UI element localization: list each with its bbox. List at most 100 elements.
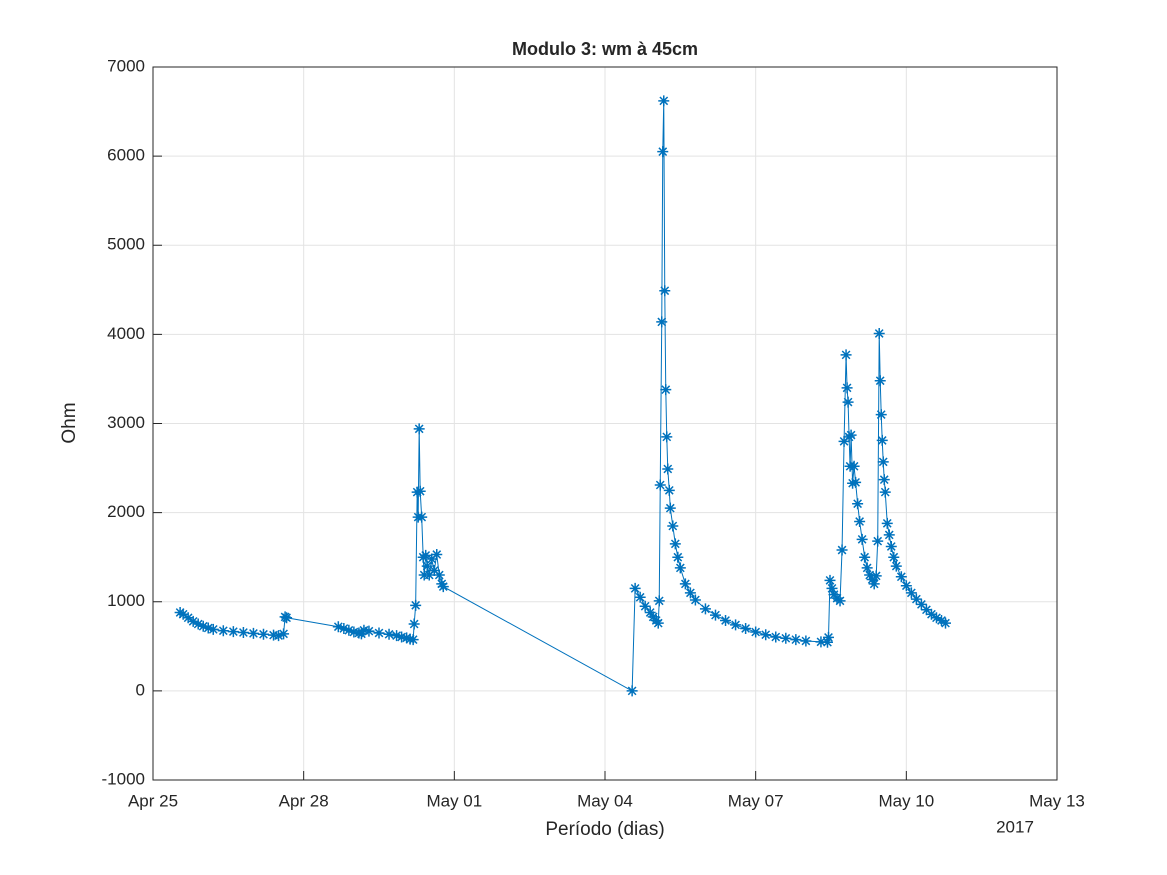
data-point: [864, 569, 876, 581]
data-point: [634, 591, 646, 603]
data-point: [421, 560, 433, 572]
data-point: [332, 621, 344, 633]
x-secondary-label: 2017: [996, 817, 1034, 836]
data-point: [658, 95, 670, 107]
data-point: [875, 409, 887, 421]
data-point: [401, 632, 413, 644]
data-point: [720, 614, 732, 626]
data-point: [391, 630, 403, 642]
data-point: [836, 544, 848, 556]
data-point: [854, 516, 866, 528]
data-point: [859, 551, 871, 563]
data-point: [847, 477, 859, 489]
data-point: [848, 460, 860, 472]
data-point: [197, 620, 209, 632]
data-point: [338, 622, 350, 634]
data-point: [856, 533, 868, 545]
data-point: [888, 551, 900, 563]
data-point: [780, 632, 792, 644]
y-tick-label: 1000: [107, 591, 145, 610]
data-point: [890, 560, 902, 572]
data-point: [436, 578, 448, 590]
chart-title: Modulo 3: wm à 45cm: [512, 39, 698, 59]
data-point: [824, 574, 836, 586]
data-point: [876, 434, 888, 446]
data-point: [408, 618, 420, 630]
data-point: [850, 476, 862, 488]
data-point: [852, 498, 864, 510]
data-point: [770, 631, 782, 643]
y-axis-label: Ohm: [59, 402, 80, 443]
data-point: [861, 562, 873, 574]
x-tick-label: May 10: [878, 791, 934, 810]
data-point: [257, 628, 269, 640]
data-point: [822, 631, 834, 643]
data-point: [187, 615, 199, 627]
data-point: [841, 382, 853, 394]
y-tick-label: 7000: [107, 56, 145, 75]
data-point: [353, 627, 365, 639]
data-point: [821, 636, 833, 648]
data-point: [663, 484, 675, 496]
data-point: [905, 587, 917, 599]
data-point: [358, 624, 370, 636]
data-point: [877, 456, 889, 468]
data-point: [411, 486, 423, 498]
y-tick-label: 6000: [107, 146, 145, 165]
data-point: [653, 595, 665, 607]
data-point: [815, 636, 827, 648]
data-point: [895, 571, 907, 583]
data-point: [672, 551, 684, 563]
data-point: [885, 540, 897, 552]
data-point: [900, 580, 912, 592]
y-tick-label: 4000: [107, 324, 145, 343]
data-point: [626, 685, 638, 697]
data-point: [689, 594, 701, 606]
data-point: [437, 581, 449, 593]
data-point: [420, 549, 432, 561]
data-point: [217, 625, 229, 637]
data-point: [660, 384, 672, 396]
data-point: [348, 626, 360, 638]
data-point: [790, 634, 802, 646]
data-point: [202, 622, 214, 634]
data-point: [878, 474, 890, 486]
data-point: [428, 565, 440, 577]
data-point: [667, 520, 679, 532]
data-point: [396, 631, 408, 643]
data-point: [910, 593, 922, 605]
data-point: [174, 606, 186, 618]
data-point: [740, 622, 752, 634]
data-point: [639, 600, 651, 612]
data-point: [414, 485, 426, 497]
data-point: [247, 627, 259, 639]
data-point: [227, 626, 239, 638]
data-point: [177, 608, 189, 620]
y-tick-label: 3000: [107, 413, 145, 432]
data-point: [834, 595, 846, 607]
x-tick-label: Apr 25: [128, 791, 178, 810]
data-point: [940, 617, 952, 629]
data-point: [874, 375, 886, 387]
y-tick-label: 5000: [107, 235, 145, 254]
data-point: [182, 612, 194, 624]
data-point: [373, 627, 385, 639]
data-point: [915, 598, 927, 610]
data-point: [433, 569, 445, 581]
data-point: [273, 630, 285, 642]
data-point: [662, 463, 674, 475]
data-point: [840, 349, 852, 361]
data-point: [800, 635, 812, 647]
data-point: [699, 603, 711, 615]
data-point: [883, 529, 895, 541]
data-point: [426, 553, 438, 565]
data-point: [679, 578, 691, 590]
data-point: [416, 511, 428, 523]
data-point: [237, 626, 249, 638]
x-tick-label: Apr 28: [279, 791, 329, 810]
data-point: [826, 582, 838, 594]
data-point: [654, 479, 666, 491]
data-point: [192, 618, 204, 630]
